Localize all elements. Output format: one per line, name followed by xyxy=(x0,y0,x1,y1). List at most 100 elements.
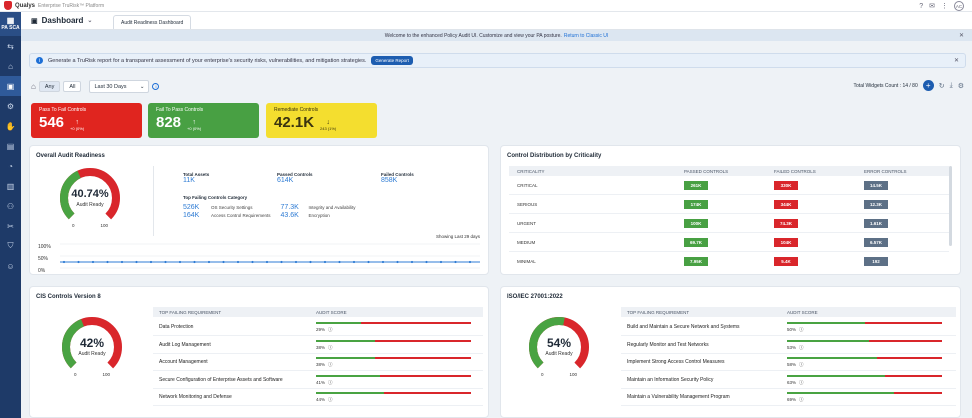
stat-value[interactable]: 11K xyxy=(183,177,195,184)
refresh-icon[interactable]: ↻ xyxy=(938,82,945,90)
table-row[interactable]: Audit Log Management 38% ⓘ xyxy=(153,337,483,354)
trend-point[interactable] xyxy=(164,260,167,264)
trend-point[interactable] xyxy=(251,260,254,264)
passed-badge[interactable]: 69.7K xyxy=(684,237,708,247)
stat-value[interactable]: 858K xyxy=(381,177,398,184)
trend-point[interactable] xyxy=(120,260,124,264)
trend-point[interactable] xyxy=(280,260,283,264)
qualys-logo[interactable]: Qualys Enterprise TruRisk™ Platform xyxy=(0,1,104,10)
table-row[interactable]: Regularly Monitor and Test Networks 53% ⓘ xyxy=(621,337,956,354)
sidebar-collapse-icon[interactable]: ⇆ xyxy=(7,41,14,51)
info-icon[interactable]: ⓘ xyxy=(799,379,804,385)
download-icon[interactable]: ⤓ xyxy=(949,81,953,89)
trend-point[interactable] xyxy=(454,260,457,264)
generate-report-button[interactable]: Generate Report xyxy=(371,56,413,65)
info-icon[interactable]: ⓘ xyxy=(799,344,804,350)
kpi-pass-to-fail[interactable]: Pass To Fail Controls 546 ↑ +0 (0%) xyxy=(31,103,142,138)
return-classic-link[interactable]: Return to Classic UI xyxy=(563,32,609,39)
passed-badge[interactable]: 7.95K xyxy=(684,256,708,266)
app-switcher[interactable]: ▦ PA SCA xyxy=(0,12,21,36)
tab-audit-readiness[interactable]: Audit Readiness Dashboard xyxy=(113,15,192,29)
tag-icon[interactable]: ⌂ xyxy=(31,82,36,91)
stat-value[interactable]: 614K xyxy=(277,177,294,184)
trend-point[interactable] xyxy=(222,260,225,264)
table-row[interactable]: MEDIUM 69.7K 104K 6.57K xyxy=(509,233,949,252)
notifications-icon[interactable]: ✉ xyxy=(929,3,935,10)
failed-badge[interactable]: 74.3K xyxy=(774,218,798,228)
table-row[interactable]: Build and Maintain a Secure Network and … xyxy=(621,319,956,336)
filter-all[interactable]: All xyxy=(63,81,82,92)
failed-badge[interactable]: 104K xyxy=(774,237,798,247)
exceptions-icon[interactable]: ⛉ xyxy=(7,241,14,250)
table-row[interactable]: URGENT 100K 74.3K 1.61K xyxy=(509,214,949,233)
trend-point[interactable] xyxy=(294,260,298,264)
trend-point[interactable] xyxy=(396,260,399,264)
failed-badge[interactable]: 5.4K xyxy=(774,256,798,266)
account-icon[interactable]: ☺ xyxy=(6,261,15,271)
close-icon[interactable]: ✕ xyxy=(958,33,964,39)
help-icon[interactable]: ? xyxy=(919,2,924,10)
add-widget-button[interactable]: + xyxy=(922,80,934,91)
table-row[interactable]: Implement Strong Access Control Measures… xyxy=(621,354,956,371)
info-icon[interactable]: i xyxy=(152,83,160,90)
dashboard-icon[interactable]: ▣ xyxy=(0,76,21,96)
trend-point[interactable] xyxy=(323,260,327,264)
info-icon[interactable]: ⓘ xyxy=(328,362,333,367)
policies-icon[interactable]: ⚙ xyxy=(6,101,15,111)
trend-point[interactable] xyxy=(381,260,385,264)
apps-icon[interactable]: ⋮ xyxy=(941,3,948,10)
trend-point[interactable] xyxy=(425,260,428,264)
trend-point[interactable] xyxy=(149,260,153,264)
error-badge[interactable]: 1.61K xyxy=(864,218,888,228)
info-icon[interactable]: ⓘ xyxy=(328,397,333,402)
category-value[interactable]: 526K xyxy=(183,204,200,211)
failed-badge[interactable]: 344K xyxy=(774,199,798,209)
tools-icon[interactable]: ✂ xyxy=(7,221,14,231)
error-badge[interactable]: 192 xyxy=(864,256,888,266)
info-icon[interactable]: ⓘ xyxy=(799,362,804,367)
info-icon[interactable]: ⓘ xyxy=(799,397,804,402)
trend-point[interactable] xyxy=(106,260,109,264)
avatar[interactable]: AC xyxy=(954,1,964,11)
table-row[interactable]: Maintain a Vulnerability Management Prog… xyxy=(621,389,956,406)
trend-point[interactable] xyxy=(439,260,443,264)
reports-icon[interactable]: ▤ xyxy=(6,141,15,151)
table-row[interactable]: MINIMAL 7.95K 5.4K 192 xyxy=(509,252,949,270)
period-select[interactable]: Last 30 Days ⌄ xyxy=(89,80,150,93)
table-row[interactable]: Data Protection 29% ⓘ xyxy=(153,319,483,336)
trend-point[interactable] xyxy=(236,260,240,264)
users-icon[interactable]: ⚇ xyxy=(6,201,15,211)
dashboard-selector[interactable]: ▣ Dashboard ⌄ xyxy=(21,16,101,25)
trend-point[interactable] xyxy=(468,260,472,264)
table-scrollbar[interactable] xyxy=(949,166,952,246)
trend-point[interactable] xyxy=(352,260,356,264)
trend-point[interactable] xyxy=(309,260,312,264)
trend-point[interactable] xyxy=(367,260,370,264)
table-row[interactable]: Maintain an Information Security Policy 6… xyxy=(621,372,956,389)
info-icon[interactable]: ⓘ xyxy=(328,327,333,332)
failed-badge[interactable]: 330K xyxy=(774,180,798,190)
info-icon[interactable]: ⓘ xyxy=(328,379,333,385)
passed-badge[interactable]: 100K xyxy=(684,218,708,228)
table-row[interactable]: Account Management 38% ⓘ xyxy=(153,354,483,371)
table-row[interactable]: Network Monitoring and Defense 44% ⓘ xyxy=(153,389,483,406)
table-row[interactable]: CRITICAL 261K 330K 14.5K xyxy=(509,176,949,195)
scans-icon[interactable]: ◔ xyxy=(8,161,13,171)
trend-point[interactable] xyxy=(265,260,269,264)
trend-point[interactable] xyxy=(178,260,182,264)
passed-badge[interactable]: 261K xyxy=(684,180,708,190)
info-icon[interactable]: ⓘ xyxy=(799,327,804,332)
trend-point[interactable] xyxy=(410,260,414,264)
table-row[interactable]: Secure Configuration of Enterprise Asset… xyxy=(153,372,483,389)
documents-icon[interactable]: ▥ xyxy=(6,181,15,191)
filter-any[interactable]: Any xyxy=(38,81,61,92)
trend-point[interactable] xyxy=(62,260,66,264)
error-badge[interactable]: 14.5K xyxy=(864,180,888,190)
trend-point[interactable] xyxy=(338,260,341,264)
info-icon[interactable]: ⓘ xyxy=(328,344,333,350)
kpi-fail-to-pass[interactable]: Fail To Pass Controls 828 ↑ +0 (0%) xyxy=(148,103,259,138)
category-value[interactable]: 77.3K xyxy=(280,204,299,211)
home-icon[interactable]: ⌂ xyxy=(8,61,13,71)
posture-icon[interactable]: ✋ xyxy=(5,121,16,131)
passed-badge[interactable]: 174K xyxy=(684,199,708,209)
